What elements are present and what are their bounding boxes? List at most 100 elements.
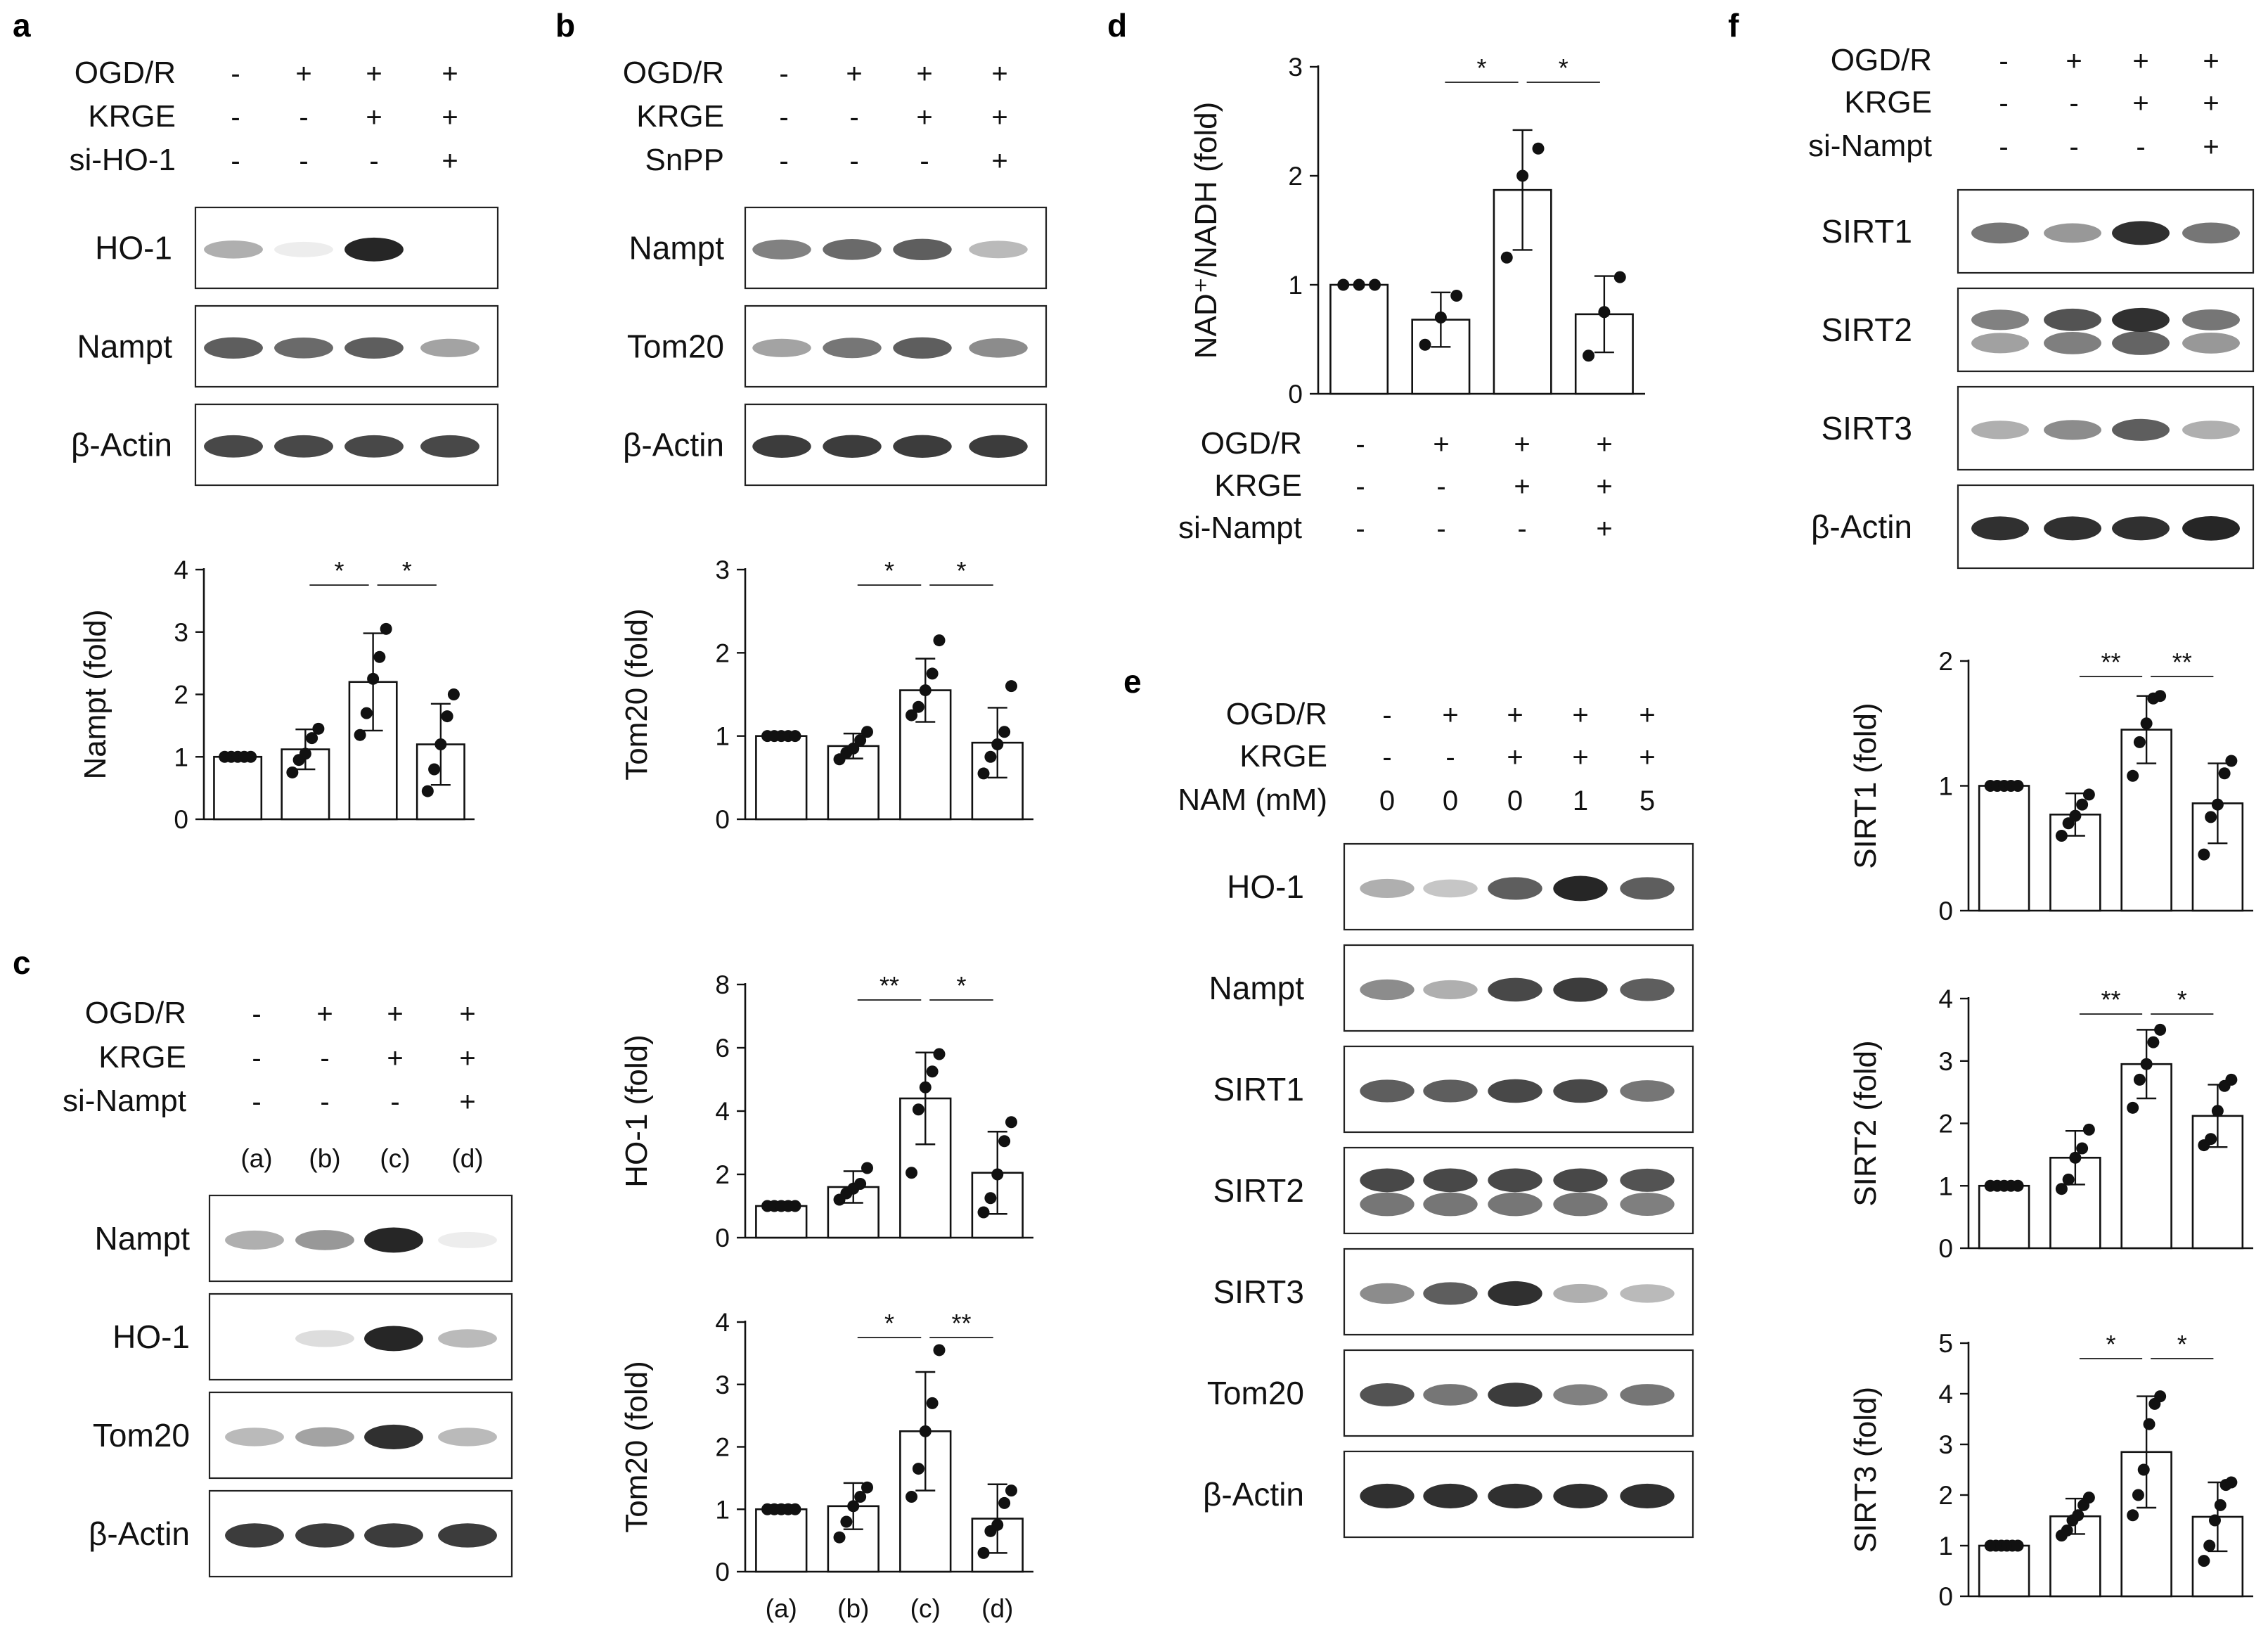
- data-point: [926, 1397, 939, 1409]
- panel-e-band: [1423, 1168, 1478, 1193]
- panel-f-blots: SIRT1 SIRT2 SIRT3 β-Actin: [1811, 188, 2255, 570]
- lane-label: (b): [309, 1144, 340, 1173]
- panel-e-band: [1553, 1483, 1608, 1509]
- y-tick-label: 0: [715, 1224, 730, 1252]
- significance-marker: *: [1559, 53, 1568, 82]
- panel-a-band: [204, 337, 263, 359]
- panel-d-condition-sign: -: [1517, 513, 1526, 544]
- panel-f-blot-label: β-Actin: [1811, 508, 1912, 545]
- panel-e-band: [1620, 1168, 1675, 1192]
- panel-b-condition-sign: +: [991, 102, 1007, 133]
- panel-e-band: [1360, 1383, 1415, 1406]
- panel-f-band: [1971, 421, 2029, 440]
- data-point: [286, 766, 299, 778]
- data-point: [2147, 1036, 2160, 1048]
- panel-e-blot-label: SIRT3: [1213, 1274, 1304, 1310]
- panel-d-condition-sign: -: [1355, 429, 1365, 460]
- panel-b-condition-sign: -: [779, 58, 788, 89]
- panel-c-band: [225, 1428, 284, 1447]
- data-point: [991, 1168, 1004, 1181]
- y-tick-label: 0: [1938, 897, 1953, 925]
- data-point: [861, 726, 873, 738]
- data-point: [2072, 1509, 2085, 1522]
- panel-c-condition-sign: +: [459, 999, 475, 1030]
- data-point: [789, 1503, 801, 1515]
- data-point: [2208, 1514, 2221, 1527]
- data-point: [1005, 680, 1017, 693]
- panel-f-condition-sign: -: [1999, 88, 2008, 119]
- y-tick-label: 3: [1288, 53, 1303, 82]
- panel-c-condition-label: KRGE: [98, 1040, 186, 1075]
- panel-f-band: [2112, 418, 2170, 441]
- panel-a-condition-sign: -: [299, 146, 308, 177]
- data-point: [984, 1192, 997, 1205]
- panel-e-blot-label: SIRT2: [1213, 1172, 1304, 1209]
- y-tick-label: 5: [1938, 1329, 1953, 1358]
- panel-e-band: [1488, 1281, 1542, 1307]
- panel-c-blot-label: HO-1: [112, 1319, 190, 1355]
- data-point: [906, 709, 918, 721]
- panel-a-condition-sign: -: [231, 146, 240, 177]
- y-tick-label: 6: [715, 1034, 730, 1063]
- panel-f-band: [2044, 420, 2101, 440]
- panel-c-condition-sign: +: [459, 1043, 475, 1074]
- data-point: [312, 722, 325, 735]
- panel-c-blot-frame: [208, 1293, 513, 1381]
- data-point: [2082, 1492, 2095, 1504]
- panel-c-blot-label: Tom20: [93, 1417, 190, 1454]
- bar: [755, 1508, 808, 1573]
- panel-label-e: e: [1123, 663, 1142, 700]
- data-point: [2154, 1390, 2167, 1403]
- significance-marker: *: [2177, 985, 2187, 1014]
- data-point: [2140, 1058, 2153, 1070]
- panel-b-conditions: OGD/R - + + + KRGE - - + + SnPP - - - +: [623, 56, 1008, 177]
- data-point: [2225, 755, 2238, 767]
- data-point: [367, 672, 380, 685]
- panel-a-condition-sign: -: [231, 58, 240, 89]
- data-point: [977, 1206, 990, 1219]
- panel-c-band: [295, 1427, 354, 1447]
- data-point: [2140, 717, 2153, 730]
- panel-a-condition-sign: +: [366, 102, 382, 133]
- panel-a-blot-label: Nampt: [77, 328, 173, 365]
- panel-b-band: [823, 238, 882, 260]
- y-tick-label: 0: [1938, 1582, 1953, 1611]
- data-point: [2203, 1539, 2216, 1552]
- panel-b-condition-label: SnPP: [645, 143, 724, 177]
- panel-e-band: [1620, 978, 1675, 1001]
- y-axis-label: Nampt (fold): [78, 609, 112, 779]
- panel-b-condition-sign: -: [779, 146, 788, 177]
- data-point: [2133, 736, 2146, 748]
- data-point: [998, 1496, 1011, 1509]
- data-point: [919, 684, 932, 697]
- y-tick-label: 2: [1938, 647, 1953, 676]
- data-point: [906, 1491, 918, 1503]
- y-tick-label: 4: [174, 556, 188, 584]
- panel-label-c: c: [13, 944, 31, 981]
- panel-e-band: [1360, 1168, 1415, 1193]
- data-point: [933, 1048, 946, 1060]
- panel-e-band: [1553, 1168, 1608, 1193]
- panel-e-band: [1360, 979, 1415, 1001]
- y-tick-label: 0: [715, 1558, 730, 1586]
- panel-c-band: [295, 1330, 354, 1347]
- data-point: [2082, 788, 2095, 801]
- data-point: [912, 1103, 924, 1116]
- significance-marker: **: [2101, 985, 2120, 1014]
- panel-e-band: [1488, 1079, 1542, 1103]
- data-point: [2069, 809, 2082, 822]
- panel-f-condition-sign: +: [2066, 46, 2082, 77]
- panel-b-blot-label: Tom20: [627, 328, 724, 365]
- panel-c-band: [364, 1523, 423, 1548]
- panel-a-condition-sign: +: [366, 58, 382, 89]
- bar: [213, 755, 263, 821]
- panel-c-blot-label: Nampt: [95, 1220, 191, 1257]
- panel-e-blots: HO-1 Nampt SIRT1 SIRT2 SIRT3 Tom20 β-Actin: [1203, 842, 1694, 1539]
- panel-c-lane-labels: (a) (b) (c) (d): [240, 1144, 483, 1173]
- chart-d_nad: 0 1 2 3 NAD⁺/NADH (fold) * *: [1189, 53, 1645, 409]
- x-tick-label: (a): [766, 1594, 797, 1623]
- data-point: [2143, 1418, 2156, 1430]
- panel-d-condition-sign: +: [1596, 429, 1612, 460]
- panel-f-band: [2044, 223, 2101, 243]
